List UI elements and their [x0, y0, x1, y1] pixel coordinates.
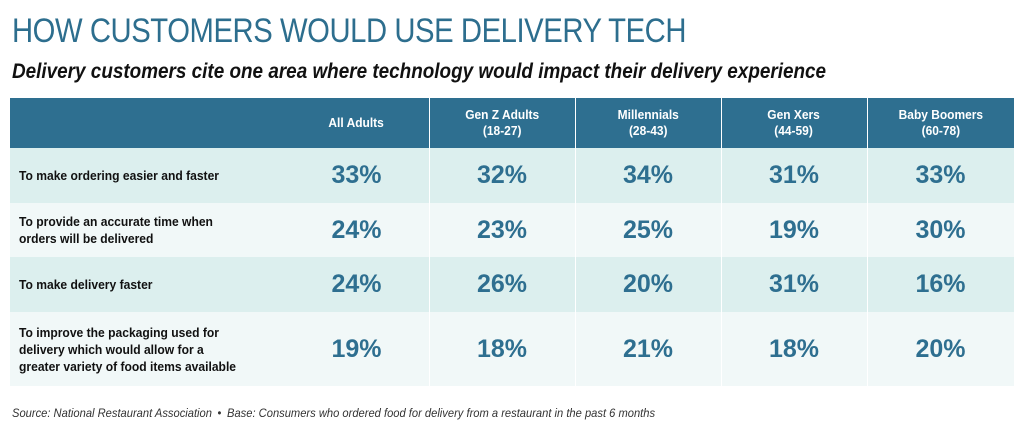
row-label-text: To improve the packaging used for — [19, 324, 219, 340]
column-header-millennials: Millennials (28-43) — [575, 98, 721, 148]
column-header-line: (44-59) — [774, 123, 814, 138]
table-cell-value: 19% — [331, 334, 382, 363]
base-text: Base: Consumers who ordered food for del… — [227, 406, 656, 420]
source-text: Source: National Restaurant Association — [12, 406, 212, 420]
table-cell-value: 23% — [476, 215, 528, 244]
row-label-text: orders will be delivered — [19, 231, 154, 246]
table-cell-value: 21% — [622, 334, 674, 363]
row-label-text: To provide an accurate time when — [19, 214, 213, 229]
column-header-gen-x: Gen Xers (44-59) — [721, 98, 867, 148]
column-header-all-adults: All Adults — [284, 98, 429, 148]
table-cell-value: 32% — [476, 161, 528, 189]
table-header-row: All Adults Gen Z Adults (18-27) Millennia… — [10, 98, 1014, 148]
column-header-line: (28-43) — [628, 123, 668, 138]
column-divider — [429, 98, 430, 386]
row-label: To improve the packaging used for deliver… — [19, 312, 299, 386]
column-header-line: (18-27) — [482, 123, 522, 138]
table-cell-value: 24% — [331, 270, 382, 298]
column-divider — [867, 98, 868, 386]
table-row: To make delivery faster 24% 26% 20% 31% … — [10, 257, 1014, 312]
table-cell-value: 20% — [915, 334, 966, 363]
table-cell-value: 33% — [915, 161, 966, 189]
row-label: To make delivery faster — [19, 257, 299, 312]
table-cell-value: 33% — [331, 161, 382, 189]
row-label: To make ordering easier and faster — [19, 148, 299, 203]
table-row: To provide an accurate time when orders w… — [10, 203, 1014, 257]
table-cell-value: 30% — [915, 215, 966, 244]
column-header-line: Baby Boomers — [898, 107, 983, 122]
column-divider — [575, 98, 576, 386]
column-header-line: Gen Z Adults — [465, 107, 539, 122]
table-cell-value: 31% — [768, 270, 820, 298]
column-header-line: All Adults — [328, 115, 385, 130]
page-subtitle: Delivery customers cite one area where t… — [12, 60, 827, 83]
table-cell-value: 20% — [622, 270, 674, 298]
row-label-text: To make delivery faster — [19, 277, 153, 292]
table-cell-value: 18% — [768, 334, 820, 363]
row-label-text: delivery which would allow for a — [19, 341, 204, 357]
table-cell-value: 18% — [476, 334, 528, 363]
table-cell-value: 34% — [622, 161, 674, 189]
column-header-baby-boomers: Baby Boomers (60-78) — [867, 98, 1014, 148]
column-divider — [721, 98, 722, 386]
table-cell-value: 26% — [476, 270, 528, 298]
column-header-line: Gen Xers — [767, 107, 821, 122]
page-title: HOW CUSTOMERS WOULD USE DELIVERY TECH — [12, 12, 687, 50]
column-header-line: Millennials — [617, 107, 679, 122]
table-cell-value: 24% — [331, 215, 382, 244]
data-table: All Adults Gen Z Adults (18-27) Millennia… — [10, 98, 1014, 386]
column-header-gen-z: Gen Z Adults (18-27) — [429, 98, 575, 148]
table-cell-value: 31% — [768, 161, 820, 189]
row-label-text: To make ordering easier and faster — [19, 168, 220, 183]
table-row: To make ordering easier and faster 33% 3… — [10, 148, 1014, 203]
table-cell-value: 16% — [915, 270, 966, 298]
row-label-text: greater variety of food items available — [19, 358, 237, 374]
source-footer: Source: National Restaurant Association •… — [12, 406, 655, 420]
column-header-line: (60-78) — [921, 123, 960, 138]
table-cell-value: 25% — [622, 215, 674, 244]
row-label: To provide an accurate time when orders w… — [19, 203, 299, 257]
bullet-separator: • — [217, 406, 222, 420]
table-cell-value: 19% — [768, 215, 820, 244]
table-row: To improve the packaging used for deliver… — [10, 312, 1014, 386]
